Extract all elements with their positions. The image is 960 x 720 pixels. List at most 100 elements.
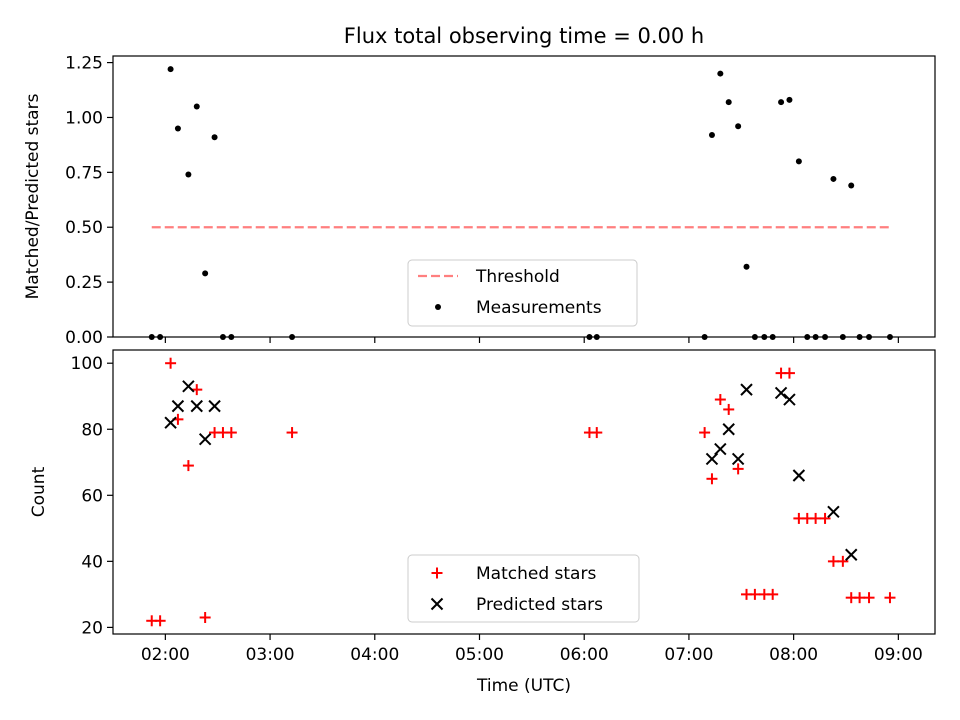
predicted-star-point	[827, 505, 840, 519]
y-tick-label: 20	[81, 618, 103, 638]
predicted-points	[164, 380, 858, 561]
measurement-point	[708, 132, 715, 139]
plot-frame	[112, 55, 936, 338]
predicted-star-point	[783, 393, 796, 406]
measurement-point	[848, 182, 855, 189]
measurement-point	[202, 270, 209, 277]
marker-stroke	[430, 597, 444, 611]
marker-stroke	[164, 416, 177, 429]
measurement-point	[795, 158, 802, 165]
measurement-point	[211, 134, 218, 141]
measurement-point	[830, 175, 837, 182]
y-tick-label: 1.00	[65, 108, 103, 128]
y-tick-label: 40	[81, 552, 103, 572]
marker-stroke	[731, 452, 745, 466]
matched-points	[146, 357, 896, 627]
measurement-point	[735, 123, 742, 130]
matched-star-point	[827, 555, 839, 567]
legend-box	[407, 259, 638, 327]
matched-star-point	[165, 357, 177, 369]
predicted-star-point	[792, 469, 806, 482]
legend-threshold-label: Threshold	[475, 267, 560, 287]
chart-title: Flux total observing time = 0.00 h	[344, 24, 704, 48]
marker-stroke	[171, 399, 185, 413]
y-tick-label: 60	[81, 486, 103, 506]
y-tick-label: 100	[71, 354, 103, 374]
matched-star-point	[884, 592, 896, 604]
matched-star-point	[767, 588, 779, 600]
marker-stroke	[845, 548, 858, 561]
matched-star-point	[699, 427, 711, 439]
x-tick-label: 04:00	[350, 645, 399, 665]
y-tick-label: 0.75	[65, 163, 103, 183]
measurement-point	[778, 99, 785, 106]
y-tick-label: 1.25	[65, 54, 103, 74]
marker-stroke	[182, 380, 195, 393]
y-tick-label: 0.00	[65, 328, 103, 348]
matched-star-point	[810, 512, 822, 524]
predicted-star-point	[198, 432, 212, 446]
matched-star-point	[749, 588, 761, 600]
predicted-star-point	[190, 399, 203, 413]
legend-box	[407, 554, 640, 623]
marker-stroke	[722, 423, 735, 436]
predicted-star-point	[705, 452, 719, 466]
x-tick-label: 02:00	[141, 645, 190, 665]
matched-star-point	[225, 427, 237, 439]
measurement-point	[717, 70, 724, 77]
predicted-star-point	[774, 386, 788, 400]
predicted-star-point	[722, 423, 735, 436]
x-axis-label: Time (UTC)	[476, 676, 571, 696]
matched-star-point	[723, 403, 735, 415]
predicted-star-point	[714, 442, 727, 456]
marker-stroke	[792, 469, 806, 482]
y-tick-label: 0.50	[65, 218, 103, 238]
marker-stroke	[714, 442, 727, 456]
matched-star-point	[154, 615, 166, 627]
x-tick-label: 06:00	[560, 645, 609, 665]
measurement-point	[167, 66, 174, 73]
legend-bottom: Matched stars Predicted stars	[407, 554, 640, 623]
legend-top: Threshold Measurements	[407, 259, 638, 327]
matched-star-point	[854, 592, 866, 604]
matched-star-point	[591, 427, 603, 439]
legend-matched-label: Matched stars	[476, 564, 596, 584]
matched-star-point	[431, 567, 443, 579]
legend-measurement-swatch	[435, 304, 441, 310]
measurement-point	[185, 171, 192, 178]
measurement-point	[174, 125, 181, 132]
matched-star-point	[714, 394, 726, 406]
matched-star-point	[732, 463, 744, 475]
x-tick-label: 09:00	[874, 645, 923, 665]
matched-star-point	[199, 611, 211, 623]
matched-star-point	[783, 367, 795, 379]
matched-star-point	[286, 427, 298, 439]
predicted-star-point	[171, 399, 185, 413]
predicted-star-point	[182, 380, 195, 393]
predicted-star-point	[740, 383, 753, 396]
y-tick-label: 0.25	[65, 273, 103, 293]
legend-measurement-label: Measurements	[476, 298, 602, 318]
x-tick-label: 05:00	[455, 645, 504, 665]
matched-star-point	[819, 512, 831, 524]
marker-stroke	[208, 399, 221, 413]
legend-predicted-swatch	[430, 597, 444, 611]
matched-star-point	[706, 473, 718, 485]
predicted-star-point	[731, 452, 745, 466]
legend-predicted-label: Predicted stars	[476, 595, 603, 615]
bottom-panel: 20 40 60 80 100 Count 02:00 03:00 04:00 05:00 06:0…	[29, 349, 936, 696]
marker-stroke	[827, 505, 840, 519]
measurement-point	[743, 263, 750, 270]
matched-star-point	[182, 460, 194, 472]
x-tick-label: 07:00	[664, 645, 713, 665]
predicted-star-point	[208, 399, 221, 413]
marker-stroke	[198, 432, 212, 446]
x-tick-label: 08:00	[769, 645, 818, 665]
matched-star-point	[863, 592, 875, 604]
measurement-point	[725, 99, 732, 106]
y-axis-label: Matched/Predicted stars	[23, 93, 43, 299]
marker-stroke	[783, 393, 796, 406]
marker-stroke	[705, 452, 719, 466]
predicted-star-point	[845, 548, 858, 561]
